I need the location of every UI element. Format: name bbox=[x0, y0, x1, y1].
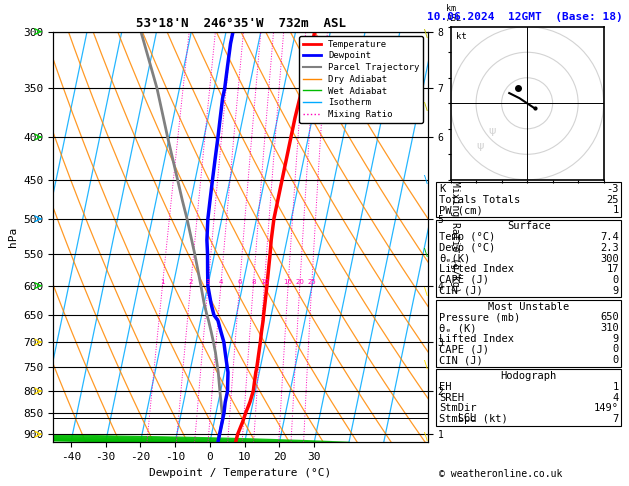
Text: km
ASL: km ASL bbox=[447, 4, 462, 23]
Text: CAPE (J): CAPE (J) bbox=[439, 345, 489, 354]
Text: \: \ bbox=[424, 29, 428, 39]
Text: 4: 4 bbox=[219, 279, 223, 285]
Text: \: \ bbox=[424, 102, 428, 112]
Text: 10: 10 bbox=[260, 279, 269, 285]
Text: 2: 2 bbox=[189, 279, 193, 285]
Text: 149°: 149° bbox=[594, 403, 619, 413]
Text: 20: 20 bbox=[296, 279, 304, 285]
Text: Most Unstable: Most Unstable bbox=[488, 302, 569, 312]
Text: 6: 6 bbox=[237, 279, 242, 285]
Text: 7: 7 bbox=[613, 414, 619, 424]
Text: 10.06.2024  12GMT  (Base: 18): 10.06.2024 12GMT (Base: 18) bbox=[427, 12, 623, 22]
Text: CIN (J): CIN (J) bbox=[439, 286, 483, 295]
Text: Hodograph: Hodograph bbox=[501, 371, 557, 381]
Text: Lifted Index: Lifted Index bbox=[439, 334, 514, 344]
Title: 53°18'N  246°35'W  732m  ASL: 53°18'N 246°35'W 732m ASL bbox=[136, 17, 345, 31]
Text: SREH: SREH bbox=[439, 393, 464, 402]
Text: LCL: LCL bbox=[458, 414, 476, 423]
Text: 16: 16 bbox=[284, 279, 292, 285]
Legend: Temperature, Dewpoint, Parcel Trajectory, Dry Adiabat, Wet Adiabat, Isotherm, Mi: Temperature, Dewpoint, Parcel Trajectory… bbox=[299, 36, 423, 122]
Y-axis label: Mixing Ratio (g/kg): Mixing Ratio (g/kg) bbox=[450, 181, 460, 293]
Text: Pressure (mb): Pressure (mb) bbox=[439, 312, 520, 322]
Text: kt: kt bbox=[455, 33, 467, 41]
Text: 25: 25 bbox=[308, 279, 316, 285]
Text: 0: 0 bbox=[613, 345, 619, 354]
Text: EH: EH bbox=[439, 382, 452, 392]
Text: \: \ bbox=[424, 248, 428, 258]
Text: 310: 310 bbox=[600, 323, 619, 333]
Text: 9: 9 bbox=[613, 334, 619, 344]
Text: Temp (°C): Temp (°C) bbox=[439, 232, 495, 242]
Text: 0: 0 bbox=[613, 355, 619, 365]
Text: Surface: Surface bbox=[507, 222, 550, 231]
Text: © weatheronline.co.uk: © weatheronline.co.uk bbox=[439, 469, 562, 479]
Text: 17: 17 bbox=[606, 264, 619, 274]
Text: 4: 4 bbox=[613, 393, 619, 402]
Text: Lifted Index: Lifted Index bbox=[439, 264, 514, 274]
Text: 1: 1 bbox=[613, 206, 619, 215]
Text: 650: 650 bbox=[600, 312, 619, 322]
Text: PW (cm): PW (cm) bbox=[439, 206, 483, 215]
Text: \: \ bbox=[424, 175, 428, 185]
Text: θₑ (K): θₑ (K) bbox=[439, 323, 477, 333]
Text: 9: 9 bbox=[613, 286, 619, 295]
Text: \: \ bbox=[424, 287, 428, 296]
Text: 25: 25 bbox=[606, 195, 619, 205]
Text: StmDir: StmDir bbox=[439, 403, 477, 413]
Text: Totals Totals: Totals Totals bbox=[439, 195, 520, 205]
Text: \: \ bbox=[424, 360, 428, 369]
Text: -3: -3 bbox=[606, 184, 619, 194]
Text: 8: 8 bbox=[251, 279, 255, 285]
Text: K: K bbox=[439, 184, 445, 194]
Text: 7.4: 7.4 bbox=[600, 232, 619, 242]
Text: CAPE (J): CAPE (J) bbox=[439, 275, 489, 285]
Text: 1: 1 bbox=[160, 279, 165, 285]
Text: CIN (J): CIN (J) bbox=[439, 355, 483, 365]
X-axis label: Dewpoint / Temperature (°C): Dewpoint / Temperature (°C) bbox=[150, 468, 331, 478]
Text: Dewp (°C): Dewp (°C) bbox=[439, 243, 495, 253]
Text: ψ: ψ bbox=[489, 126, 496, 136]
Y-axis label: hPa: hPa bbox=[8, 227, 18, 247]
Text: 300: 300 bbox=[600, 254, 619, 263]
Text: ψ: ψ bbox=[476, 141, 484, 151]
Text: StmSpd (kt): StmSpd (kt) bbox=[439, 414, 508, 424]
Text: 3: 3 bbox=[206, 279, 210, 285]
Text: 2.3: 2.3 bbox=[600, 243, 619, 253]
Text: 1: 1 bbox=[613, 382, 619, 392]
Text: 0: 0 bbox=[613, 275, 619, 285]
Text: θₑ(K): θₑ(K) bbox=[439, 254, 470, 263]
Text: \: \ bbox=[424, 433, 428, 442]
